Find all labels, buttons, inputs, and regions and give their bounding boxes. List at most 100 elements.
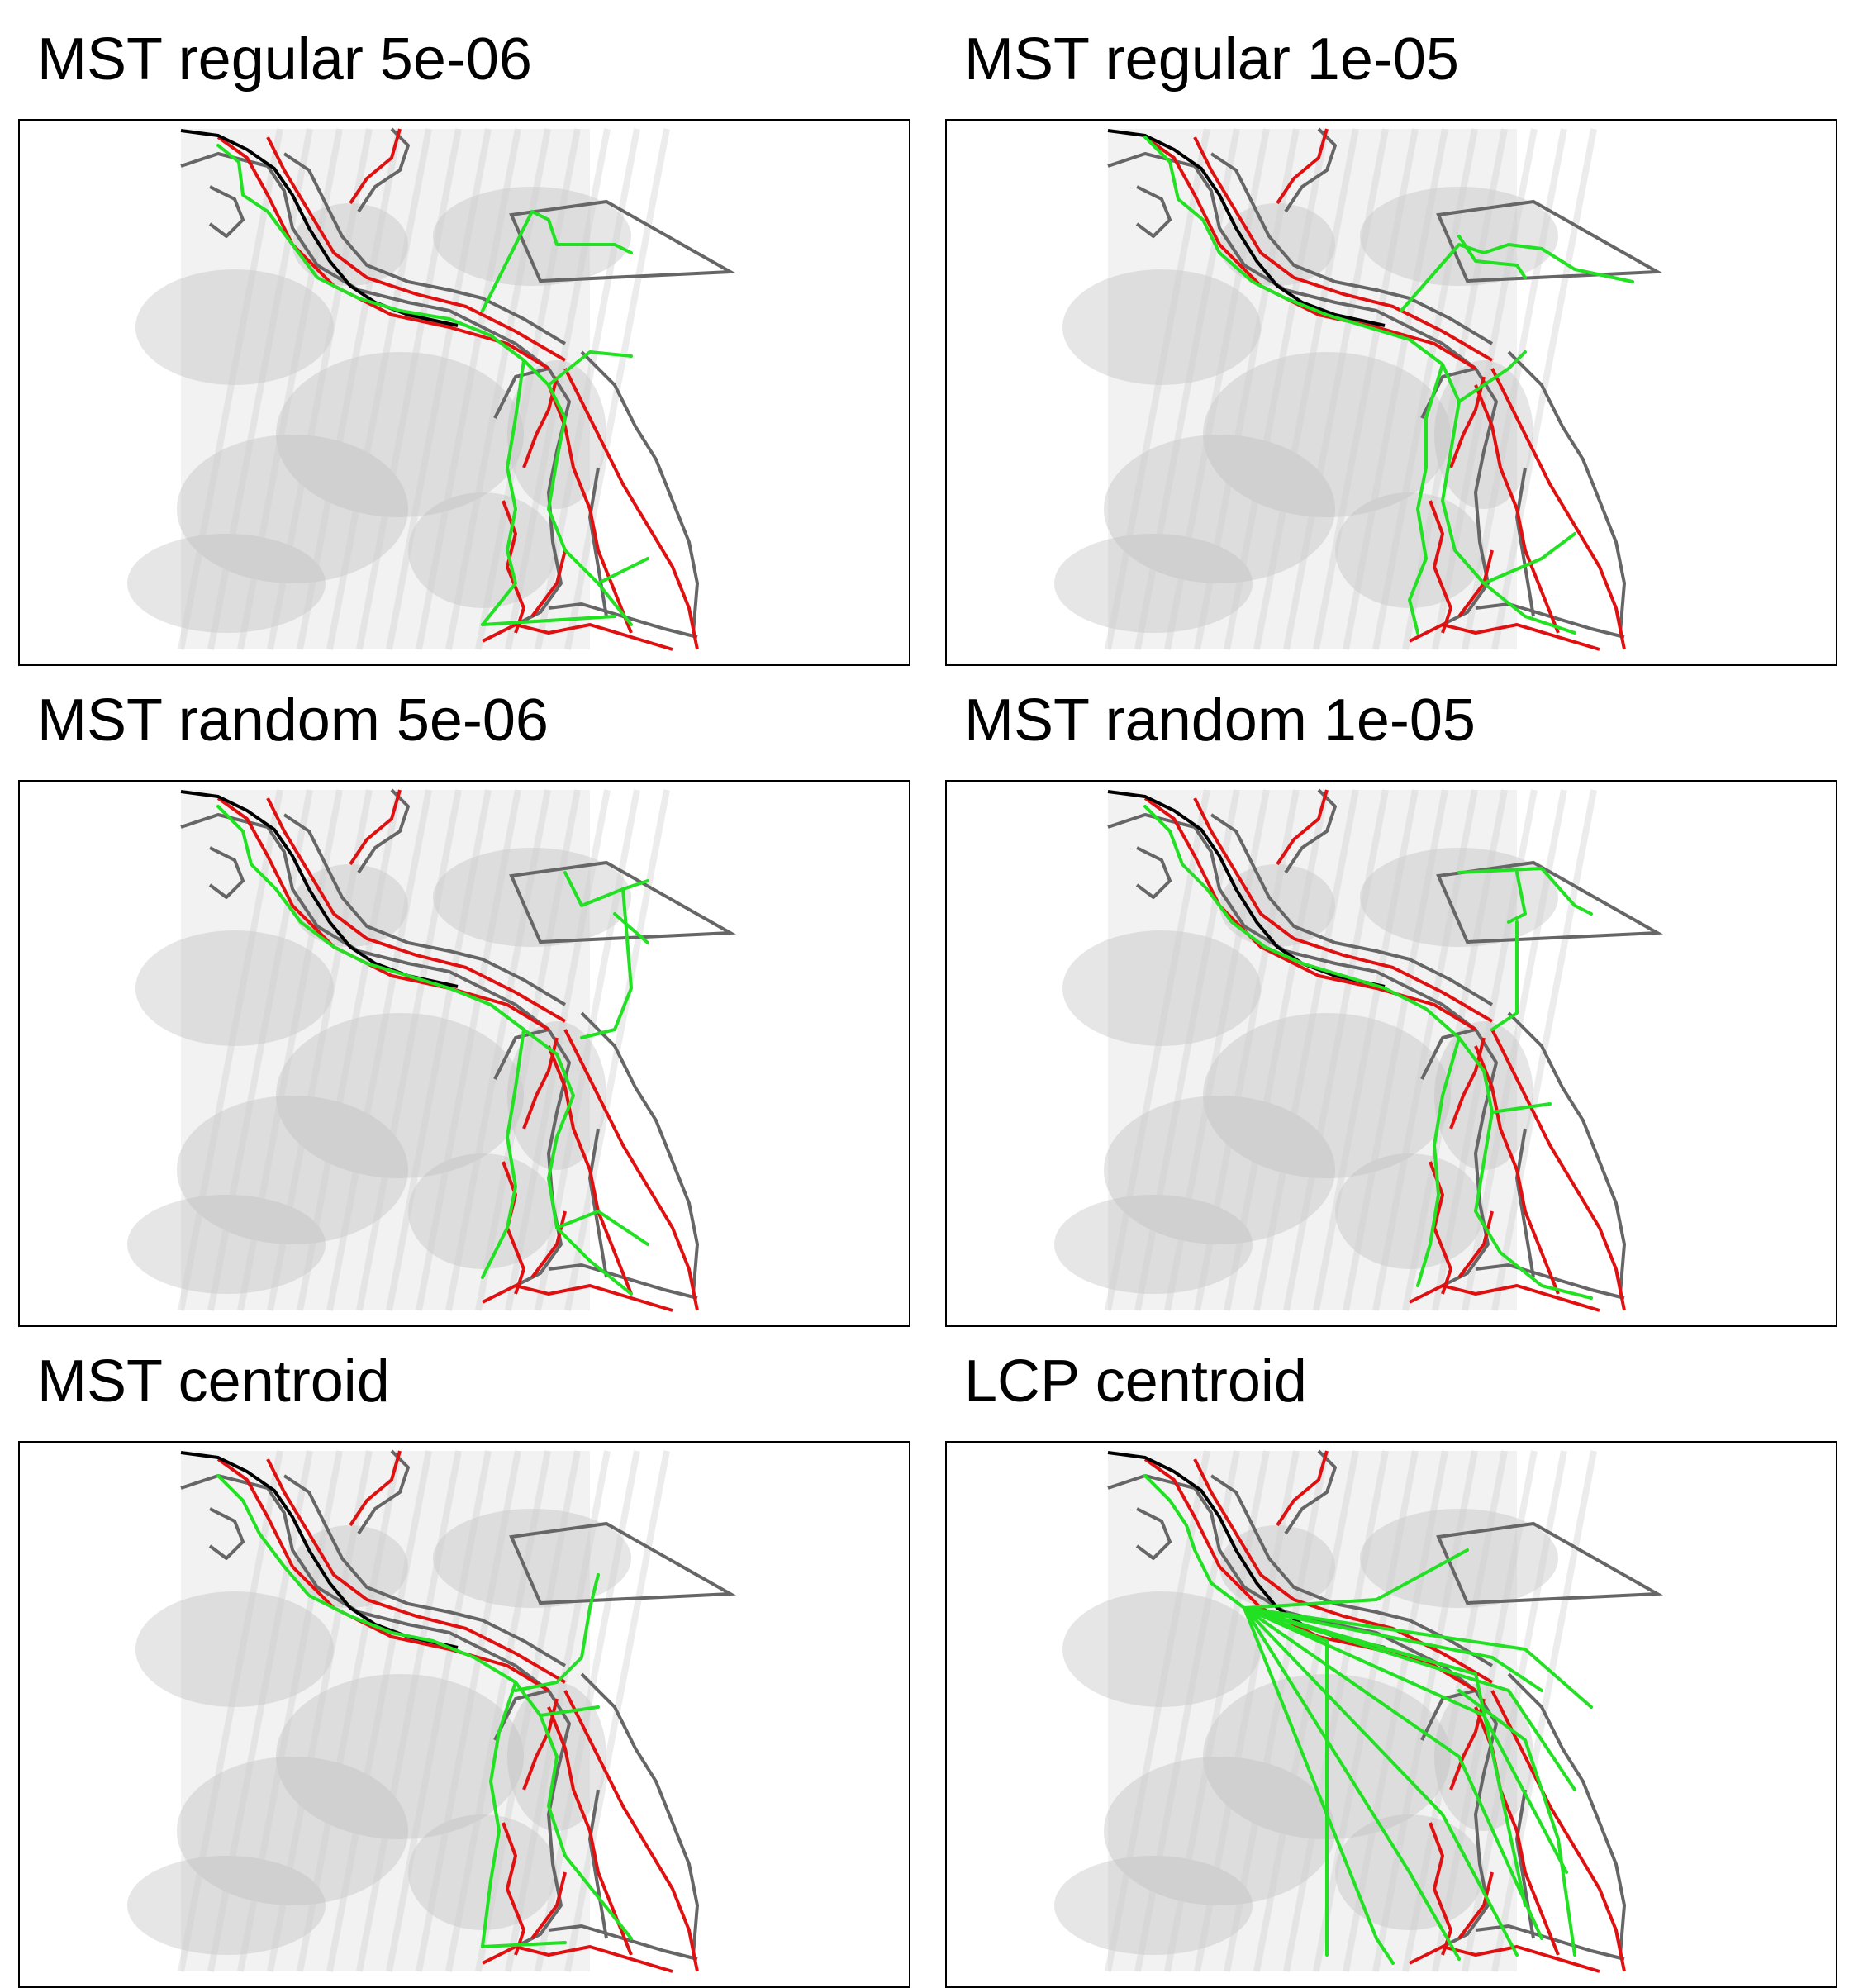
- study-area-quad: [509, 860, 736, 944]
- relief-ridge: [1105, 128, 1210, 650]
- relief-ridge: [237, 128, 343, 650]
- panel-title: LCP centroid: [964, 1348, 1307, 1415]
- red-line: [1143, 797, 1477, 1031]
- map: [127, 788, 736, 1312]
- network-edge: [555, 1210, 649, 1246]
- relief-ridge: [1194, 789, 1300, 1311]
- relief-ridge: [1194, 1450, 1300, 1972]
- red-line: [547, 1045, 633, 1295]
- polygon-outline: [208, 846, 245, 899]
- relief-shade: [135, 1591, 334, 1707]
- terrain-relief: [1108, 790, 1517, 1310]
- terrain-relief: [1108, 129, 1517, 649]
- network-edge: [563, 871, 649, 907]
- terrain-relief: [181, 129, 590, 649]
- polygon-outline: [1135, 846, 1172, 899]
- polygon-outline: [208, 1507, 245, 1560]
- polygon-outline: [1107, 152, 1477, 370]
- red-line: [530, 1210, 567, 1279]
- red-line: [1193, 136, 1494, 362]
- network-edge: [1457, 867, 1593, 916]
- network-edge: [1243, 1606, 1543, 1692]
- relief-shade: [408, 1153, 557, 1269]
- relief-shade: [1062, 930, 1261, 1046]
- network-edge: [1143, 1474, 1246, 1610]
- relief-ridge: [267, 128, 373, 650]
- network-edge: [1243, 1606, 1543, 1940]
- network-edge: [1143, 805, 1593, 1300]
- red-line: [1276, 128, 1329, 205]
- relief-shade: [1054, 1195, 1253, 1294]
- relief-ridge: [326, 128, 432, 650]
- polygon-outline: [357, 1449, 410, 1535]
- relief-ridge: [1253, 1450, 1359, 1972]
- relief-ridge: [1372, 789, 1478, 1311]
- relief-shade: [177, 435, 408, 583]
- polygon-outline: [588, 467, 608, 617]
- red-line: [530, 549, 567, 618]
- network-edge: [1243, 1606, 1576, 1791]
- relief-shade: [507, 1021, 606, 1170]
- study-area-quad: [509, 199, 736, 283]
- network-edge: [539, 1705, 600, 1717]
- relief-ridge: [1402, 1450, 1508, 1972]
- map: [127, 1449, 736, 1973]
- relief-ridge: [535, 789, 640, 1311]
- relief-shade: [1104, 1096, 1335, 1244]
- polygon-outline: [1507, 1011, 1626, 1295]
- relief-shade: [276, 1013, 524, 1178]
- network-edge: [1243, 1606, 1461, 1961]
- relief-shade: [135, 269, 334, 385]
- relief-ridge: [1224, 1450, 1329, 1972]
- network-edge: [1243, 1548, 1469, 1610]
- relief-shade: [1054, 1856, 1253, 1955]
- relief-ridge: [1105, 789, 1210, 1311]
- relief-ridge: [267, 1450, 373, 1972]
- polygon-outline: [1515, 467, 1535, 617]
- map-frame: [945, 780, 1837, 1327]
- study-area-quad: [1436, 1521, 1663, 1605]
- relief-shade: [433, 1509, 631, 1608]
- map-frame: [18, 119, 910, 666]
- relief-ridge: [445, 789, 551, 1311]
- study-area-quad: [509, 1521, 736, 1605]
- network-edge: [1457, 1689, 1576, 1957]
- relief-ridge: [326, 789, 432, 1311]
- black-line: [180, 1451, 459, 1649]
- relief-shade: [135, 930, 334, 1046]
- relief-shade: [276, 1674, 524, 1839]
- red-line: [482, 623, 673, 651]
- network-edge: [1408, 363, 1444, 635]
- relief-ridge: [207, 1450, 313, 1972]
- network-edge: [1490, 920, 1519, 1031]
- relief-ridge: [416, 128, 521, 650]
- panel-title: MST regular 1e-05: [964, 26, 1459, 93]
- red-line: [266, 136, 567, 362]
- relief-ridge: [1224, 128, 1329, 650]
- relief-shade: [177, 1757, 408, 1905]
- relief-shade: [177, 1096, 408, 1244]
- relief-ridge: [178, 128, 283, 650]
- network-edge: [1490, 1102, 1552, 1114]
- red-line: [349, 789, 402, 866]
- relief-shade: [1054, 534, 1253, 633]
- red-line: [1490, 1029, 1626, 1311]
- relief-ridge: [207, 789, 313, 1311]
- relief-ridge: [475, 1450, 581, 1972]
- panel-title: MST regular 5e-06: [37, 26, 532, 93]
- polygon-outline: [1507, 1672, 1626, 1956]
- relief-ridge: [505, 128, 611, 650]
- panel-title: MST centroid: [37, 1348, 390, 1415]
- map: [1054, 127, 1663, 651]
- relief-ridge: [1343, 128, 1448, 650]
- relief-ridge: [1253, 128, 1359, 650]
- map: [127, 127, 736, 651]
- relief-ridge: [445, 1450, 551, 1972]
- network-edge: [481, 1941, 567, 1948]
- network-edge: [1507, 871, 1527, 924]
- red-line: [1429, 500, 1452, 634]
- relief-ridge: [297, 1450, 402, 1972]
- red-line: [530, 1871, 567, 1940]
- relief-ridge: [416, 1450, 521, 1972]
- relief-shade: [127, 1195, 326, 1294]
